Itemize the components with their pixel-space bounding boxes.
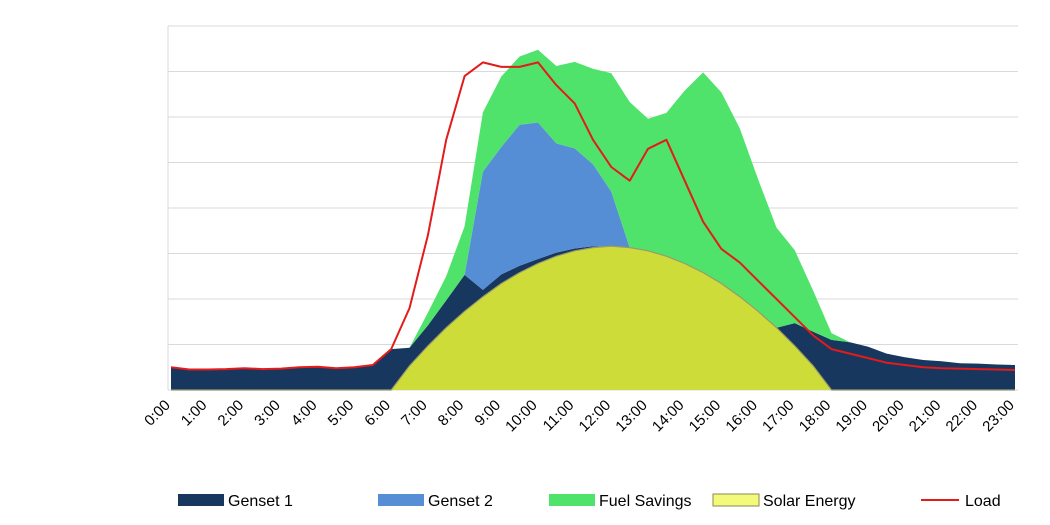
x-tick-label: 0:00 bbox=[141, 397, 174, 430]
legend-label-fuel-savings: Fuel Savings bbox=[599, 493, 692, 510]
legend-swatch-solar-energy bbox=[712, 493, 760, 507]
x-tick-label: 19:00 bbox=[832, 397, 871, 436]
x-tick-label: 11:00 bbox=[540, 397, 578, 435]
x-tick-label: 4:00 bbox=[288, 397, 321, 430]
x-tick-label: 2:00 bbox=[215, 397, 248, 430]
x-tick-label: 6:00 bbox=[361, 397, 394, 430]
x-tick-label: 18:00 bbox=[796, 397, 835, 436]
x-tick-label: 14:00 bbox=[649, 397, 688, 436]
area-solar-energy bbox=[171, 246, 1015, 390]
legend-label-solar-energy: Solar Energy bbox=[763, 493, 856, 510]
area-genset-1 bbox=[171, 246, 1015, 390]
x-tick-label: 17:00 bbox=[759, 397, 798, 436]
solar-outline bbox=[171, 245, 1015, 391]
x-tick-label: 21:00 bbox=[906, 397, 945, 436]
chart-areas bbox=[171, 49, 1015, 391]
x-tick-label: 10:00 bbox=[502, 397, 541, 436]
legend: Genset 1 Genset 2 Fuel Savings Solar Energy… bbox=[178, 493, 1001, 510]
x-tick-label: 23:00 bbox=[979, 397, 1018, 436]
x-tick-label: 15:00 bbox=[686, 397, 725, 436]
x-tick-label: 16:00 bbox=[722, 397, 761, 436]
legend-swatch-genset-2 bbox=[378, 494, 424, 506]
legend-label-genset-2: Genset 2 bbox=[428, 493, 493, 510]
x-tick-label: 5:00 bbox=[325, 397, 358, 430]
x-tick-label: 20:00 bbox=[869, 397, 908, 436]
x-tick-label: 1:00 bbox=[178, 397, 211, 430]
area-fuel-savings bbox=[171, 49, 1015, 370]
x-tick-label: 8:00 bbox=[435, 397, 468, 430]
x-tick-label: 13:00 bbox=[612, 397, 651, 436]
x-tick-label: 12:00 bbox=[576, 397, 615, 436]
area-genset-2 bbox=[171, 122, 1015, 370]
legend-swatch-fuel-savings bbox=[549, 494, 595, 506]
series-line-load bbox=[170, 61, 1016, 371]
x-tick-label: 7:00 bbox=[398, 397, 431, 430]
load-line-group bbox=[170, 61, 1016, 371]
x-tick-labels: 0:00 1:00 2:00 3:00 4:00 5:00 6:00 7:00 8:00 9:00… bbox=[141, 397, 1018, 436]
x-tick-label: 22:00 bbox=[943, 397, 982, 436]
legend-label-load: Load bbox=[965, 493, 1001, 510]
x-tick-label: 3:00 bbox=[251, 397, 284, 430]
legend-label-genset-1: Genset 1 bbox=[228, 493, 293, 510]
x-tick-label: 9:00 bbox=[471, 397, 504, 430]
legend-swatch-genset-1 bbox=[178, 494, 224, 506]
